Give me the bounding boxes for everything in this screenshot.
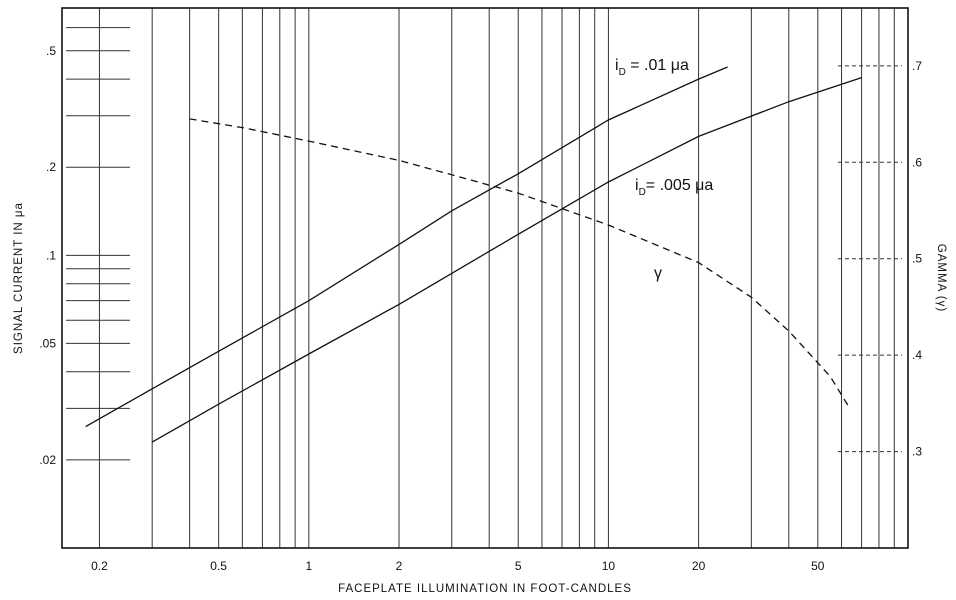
x-tick-label: 10 [602, 559, 616, 573]
y-tick-label: .5 [46, 44, 56, 58]
series-layer [85, 66, 862, 443]
curve-label-005-prefix: i [635, 177, 639, 194]
curve-label-01-prefix: i [615, 57, 619, 74]
y2-tick-label: .5 [912, 252, 922, 266]
y2-axis-label: GAMMA (γ) [935, 244, 947, 312]
y-axis-label: SIGNAL CURRENT IN μa [13, 202, 25, 354]
x-tick-label: 2 [396, 559, 403, 573]
grid-layer [66, 8, 902, 548]
y2-tick-label: .7 [912, 59, 922, 73]
y2-tick-label: .4 [912, 348, 922, 362]
x-axis-label: FACEPLATE ILLUMINATION IN FOOT-CANDLES [338, 583, 632, 595]
y2-tick-label: .6 [912, 155, 922, 169]
tick-labels: 0.2 0.5 1 2 5 10 20 50 .5 .2 .1 .05 .02 .7 .6 .5 .4 .3 [39, 44, 922, 573]
gamma-series-line [189, 118, 849, 406]
gamma-curve-label: γ [654, 265, 662, 282]
x-tick-label: 5 [515, 559, 522, 573]
y-tick-label: .05 [39, 336, 56, 350]
y-tick-label: .2 [46, 160, 56, 174]
y-tick-label: .02 [39, 453, 56, 467]
x-tick-label: 1 [305, 559, 312, 573]
x-tick-label: 50 [811, 559, 825, 573]
curve-label-005-value: = .005 μa [646, 177, 714, 194]
curve-label-01-value: = .01 μa [626, 57, 689, 74]
curve-label-01-subscript: D [619, 67, 626, 78]
plot-frame [61, 7, 909, 549]
x-tick-label: 20 [692, 559, 706, 573]
x-tick-label: 0.2 [91, 559, 108, 573]
curve-label-01: iD = .01 μa [615, 57, 689, 78]
curve-label-005: iD= .005 μa [635, 177, 713, 198]
y-tick-label: .1 [46, 248, 56, 262]
x-tick-label: 0.5 [210, 559, 227, 573]
series-line-01 [85, 66, 728, 428]
series-line-005 [151, 76, 862, 443]
y2-tick-label: .3 [912, 445, 922, 459]
curve-label-005-subscript: D [639, 187, 646, 198]
